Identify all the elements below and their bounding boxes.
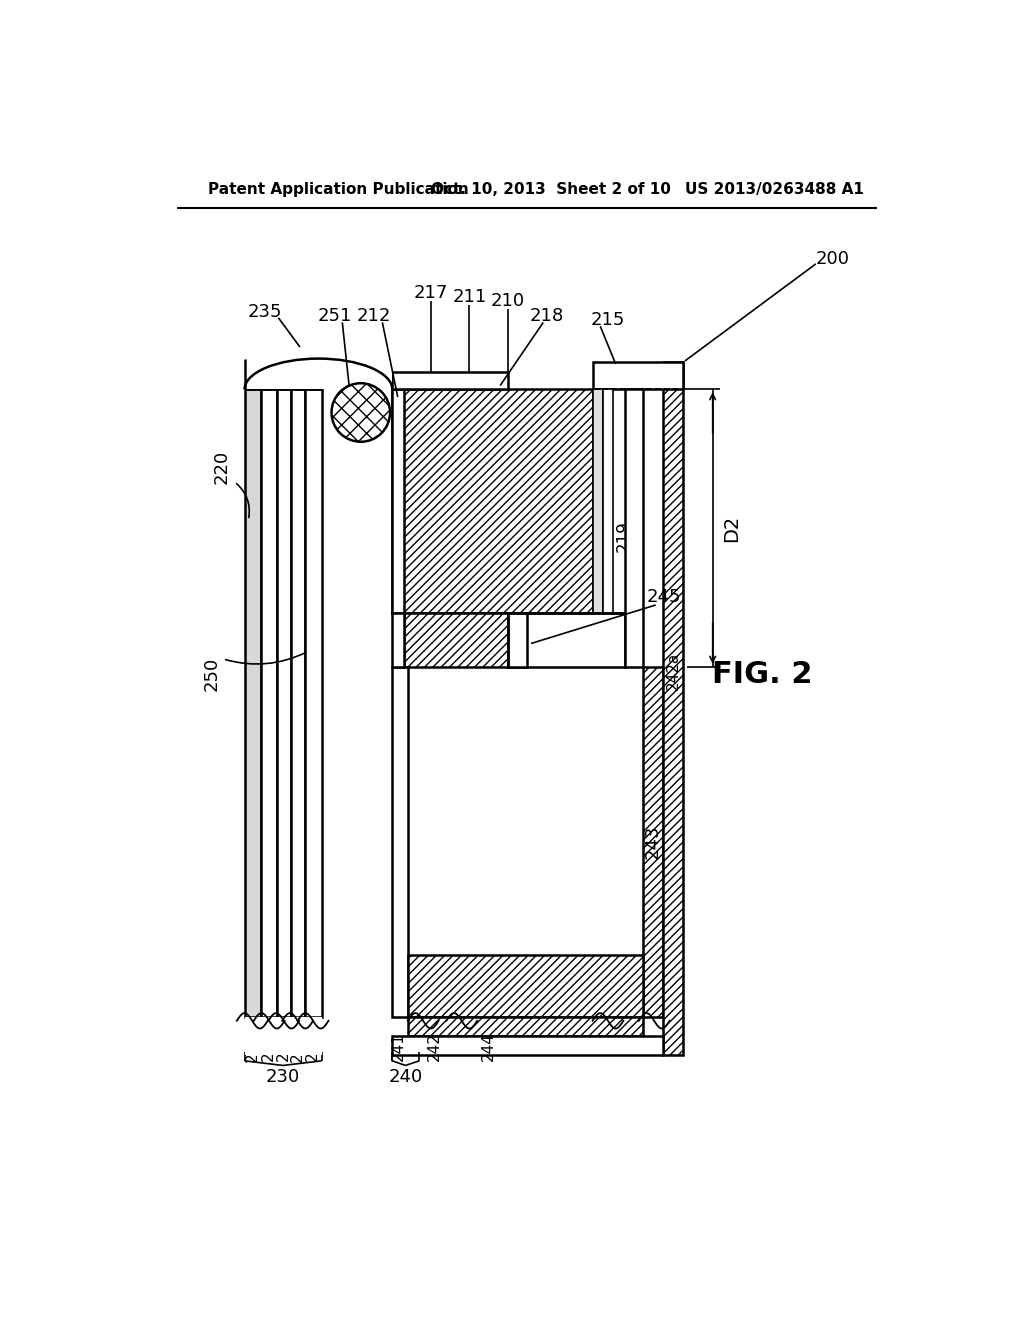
Bar	[392, 372, 508, 389]
Bar	[245, 1016, 322, 1056]
Bar	[603, 389, 612, 612]
Circle shape	[332, 383, 390, 442]
Bar	[304, 389, 322, 1016]
Bar	[643, 667, 664, 1016]
Text: 250: 250	[203, 657, 220, 692]
Bar	[392, 667, 408, 1016]
Text: 251: 251	[317, 308, 352, 325]
Text: 232: 232	[261, 1032, 275, 1061]
Bar	[245, 389, 261, 1016]
Text: 231: 231	[305, 1032, 319, 1061]
Text: 243: 243	[644, 825, 662, 859]
Text: Oct. 10, 2013  Sheet 2 of 10: Oct. 10, 2013 Sheet 2 of 10	[431, 182, 671, 197]
Text: 235: 235	[248, 304, 283, 321]
Text: 233: 233	[290, 1032, 304, 1061]
Text: 241: 241	[391, 1032, 407, 1061]
Bar	[392, 1036, 664, 1056]
Text: US 2013/0263488 A1: US 2013/0263488 A1	[685, 182, 864, 197]
Bar	[392, 612, 403, 667]
Text: 219: 219	[615, 520, 633, 552]
Text: 242: 242	[427, 1032, 442, 1061]
Text: 230: 230	[266, 1068, 300, 1086]
Bar	[261, 389, 276, 1016]
Text: 236: 236	[245, 1032, 260, 1061]
Bar	[508, 612, 527, 667]
Text: FIG. 2: FIG. 2	[712, 660, 812, 689]
Text: 210: 210	[490, 292, 525, 310]
Text: 244: 244	[481, 1032, 496, 1061]
Bar	[593, 363, 683, 389]
Text: 218: 218	[529, 308, 563, 325]
Bar	[291, 389, 304, 1016]
Bar	[392, 389, 593, 612]
Bar	[625, 389, 643, 667]
Bar	[408, 1016, 643, 1036]
Bar	[508, 612, 625, 667]
Text: 214: 214	[625, 449, 642, 483]
Bar	[593, 389, 603, 612]
Text: D2: D2	[722, 515, 741, 541]
Bar	[276, 389, 291, 1016]
Bar	[245, 359, 392, 389]
Text: 220: 220	[212, 449, 230, 483]
Text: Patent Application Publication: Patent Application Publication	[208, 182, 468, 197]
Text: 242a: 242a	[666, 651, 681, 689]
Bar	[392, 389, 403, 612]
Text: 212: 212	[356, 308, 391, 325]
Text: 240: 240	[388, 1068, 423, 1086]
Bar	[664, 363, 683, 1056]
Text: 200: 200	[816, 249, 850, 268]
Text: 215: 215	[591, 312, 625, 329]
Bar	[408, 956, 643, 1016]
Text: 245: 245	[646, 589, 681, 606]
Text: 234: 234	[275, 1032, 291, 1061]
Text: 217: 217	[414, 284, 449, 302]
Text: 213: 213	[598, 528, 616, 560]
Bar	[403, 612, 508, 667]
Text: 211: 211	[453, 288, 486, 306]
